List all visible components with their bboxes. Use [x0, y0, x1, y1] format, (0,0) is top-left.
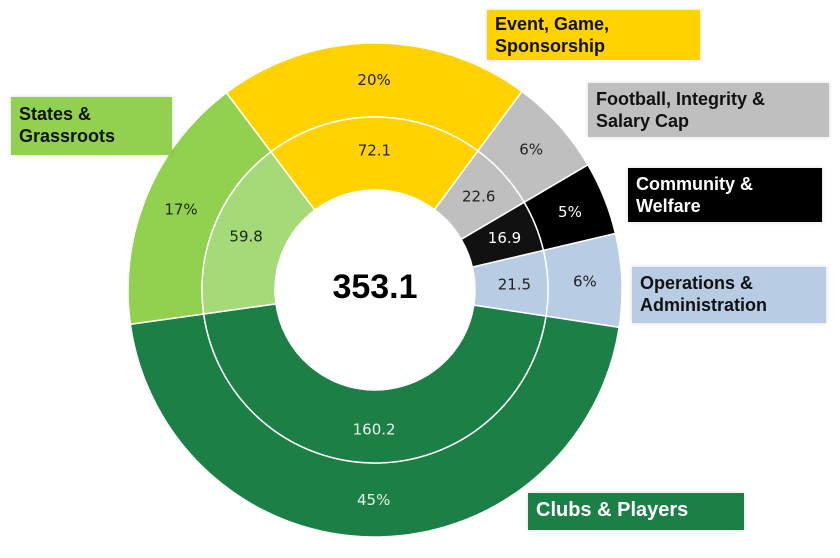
legend-label-football-integrity: Football, Integrity & Salary Cap: [588, 83, 829, 137]
percent-label: 20%: [357, 71, 390, 89]
legend-label-clubs-players: Clubs & Players: [528, 493, 744, 530]
value-label: 16.9: [488, 229, 521, 247]
legend-label-states-grassroots: States & Grassroots: [11, 97, 172, 155]
inner-slice-clubs-players: [202, 303, 547, 464]
label-line: Football, Integrity &: [596, 89, 765, 109]
label-line: Sponsorship: [495, 36, 606, 56]
value-label: 160.2: [353, 420, 396, 438]
label-line: Event, Game,: [495, 14, 610, 34]
value-label: 72.1: [358, 142, 391, 160]
inner-slice-event-game-sponsorship: [269, 116, 479, 212]
label-line: Salary Cap: [596, 111, 690, 131]
legend-label-operations-administration: Operations & Administration: [632, 267, 826, 323]
label-line: Welfare: [636, 196, 701, 216]
inner-slice-states-grassroots: [201, 150, 316, 315]
label-line: Grassroots: [19, 126, 116, 146]
legend-label-community-welfare: Community & Welfare: [628, 168, 822, 222]
label-line: Administration: [640, 295, 768, 315]
value-label: 22.6: [462, 188, 495, 206]
total-label: 353.1: [332, 268, 418, 306]
value-label: 59.8: [229, 228, 262, 246]
legend-label-event-game-sponsorship: Event, Game, Sponsorship: [487, 10, 700, 60]
label-line: Clubs & Players: [536, 499, 689, 521]
percent-label: 5%: [558, 203, 582, 221]
label-line: Community &: [636, 174, 753, 194]
percent-label: 45%: [357, 491, 390, 509]
label-line: Operations &: [640, 273, 754, 293]
percent-label: 17%: [164, 201, 197, 219]
donut-hole: [276, 191, 474, 389]
percent-label: 6%: [519, 141, 543, 159]
label-line: States &: [19, 104, 92, 124]
value-label: 21.5: [498, 276, 531, 294]
percent-label: 6%: [573, 273, 597, 291]
